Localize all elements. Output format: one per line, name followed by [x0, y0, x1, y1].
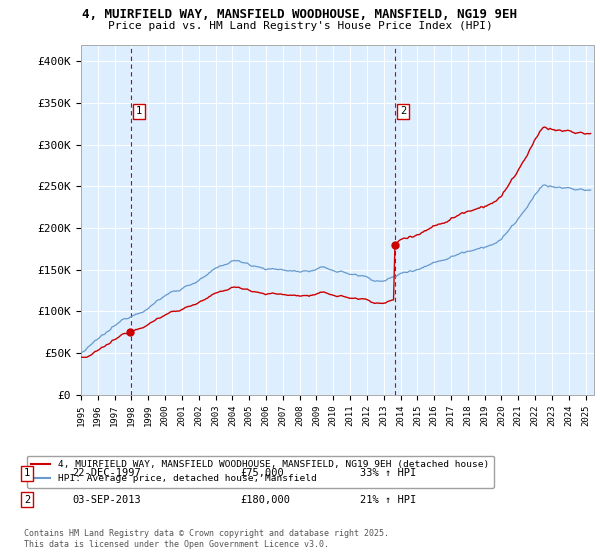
Text: 4, MUIRFIELD WAY, MANSFIELD WOODHOUSE, MANSFIELD, NG19 9EH: 4, MUIRFIELD WAY, MANSFIELD WOODHOUSE, M… [83, 8, 517, 21]
Text: Contains HM Land Registry data © Crown copyright and database right 2025.
This d: Contains HM Land Registry data © Crown c… [24, 529, 389, 549]
Text: 33% ↑ HPI: 33% ↑ HPI [360, 468, 416, 478]
Text: 2: 2 [400, 106, 406, 116]
Text: 2: 2 [24, 494, 30, 505]
Text: 22-DEC-1997: 22-DEC-1997 [72, 468, 141, 478]
Legend: 4, MUIRFIELD WAY, MANSFIELD WOODHOUSE, MANSFIELD, NG19 9EH (detached house), HPI: 4, MUIRFIELD WAY, MANSFIELD WOODHOUSE, M… [27, 455, 494, 488]
Text: 03-SEP-2013: 03-SEP-2013 [72, 494, 141, 505]
Text: 21% ↑ HPI: 21% ↑ HPI [360, 494, 416, 505]
Text: £75,000: £75,000 [240, 468, 284, 478]
Text: Price paid vs. HM Land Registry's House Price Index (HPI): Price paid vs. HM Land Registry's House … [107, 21, 493, 31]
Text: 1: 1 [24, 468, 30, 478]
Text: £180,000: £180,000 [240, 494, 290, 505]
Text: 1: 1 [136, 106, 142, 116]
